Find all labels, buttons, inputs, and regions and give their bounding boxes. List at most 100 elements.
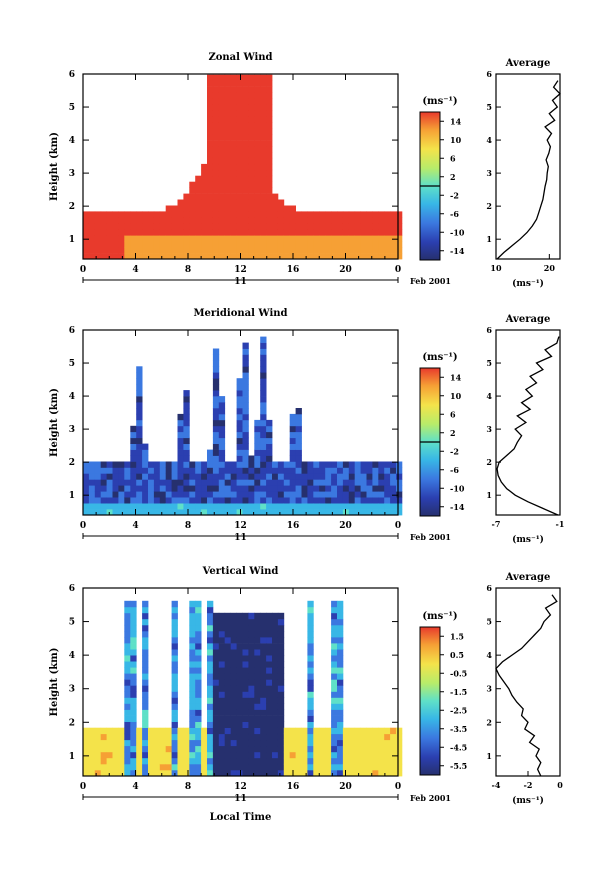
heatmap-cell [260, 685, 267, 692]
heatmap-cell [242, 152, 249, 159]
heatmap-cell [236, 157, 243, 165]
heatmap-cell [171, 703, 178, 710]
heatmap-cell [272, 745, 279, 753]
heatmap-cell [195, 691, 202, 698]
heatmap-cell [218, 643, 226, 650]
heatmap-cell [218, 223, 226, 230]
heatmap-cell [301, 473, 308, 480]
heatmap-cell [230, 618, 237, 626]
heatmap-cell [94, 211, 102, 218]
heatmap-cell [295, 425, 302, 433]
heatmap-cell [266, 631, 273, 638]
heatmap-cell [307, 667, 314, 674]
heatmap-cell [212, 247, 220, 254]
heatmap-cell [148, 770, 155, 777]
heatmap-cell [313, 235, 320, 242]
heatmap-cell [171, 461, 178, 468]
heatmap-cell [277, 655, 285, 662]
heatmap-cell [201, 241, 208, 248]
y-tick-label: 5 [69, 359, 75, 369]
heatmap-cell [396, 223, 403, 230]
y-tick-label: 2 [69, 458, 75, 468]
heatmap-cell [136, 473, 143, 480]
heatmap-cell [218, 473, 226, 480]
heatmap-cell [366, 229, 373, 236]
heatmap-cell [372, 467, 379, 474]
heatmap-cell [337, 631, 344, 638]
heatmap-cell [313, 461, 320, 468]
heatmap-cell [277, 509, 285, 516]
heatmap-cell [337, 235, 344, 242]
heatmap-cell [177, 491, 184, 498]
heatmap-cell [319, 211, 326, 218]
heatmap-cell [236, 205, 243, 212]
heatmap-cell [218, 467, 226, 474]
heatmap-cell [207, 631, 214, 638]
heatmap-cell [331, 509, 338, 516]
heatmap-cell [136, 396, 143, 403]
heatmap-cell [248, 247, 255, 254]
heatmap-cell [136, 455, 143, 462]
heatmap-cell [266, 751, 273, 759]
heatmap-cell [307, 649, 314, 656]
heatmap-cell [218, 437, 226, 444]
heatmap-cell [94, 217, 102, 224]
heatmap-cell [242, 235, 249, 242]
heatmap-cell [153, 479, 161, 486]
heatmap-cell [183, 739, 190, 747]
heatmap-cell [130, 685, 137, 692]
heatmap-cell [136, 485, 143, 492]
heatmap-cell [260, 449, 267, 456]
heatmap-cells [83, 600, 403, 777]
heatmap-cell [325, 733, 332, 741]
heatmap-cell [360, 497, 367, 504]
heatmap-cell [100, 479, 107, 486]
heatmap-cell [94, 479, 102, 486]
x-axis-label: Local Time [210, 812, 272, 823]
heatmap-cell [342, 770, 350, 777]
heatmap-cell [277, 467, 285, 474]
heatmap-cell [354, 253, 361, 260]
heatmap-cell [88, 211, 96, 218]
heatmap-cell [195, 600, 202, 608]
heatmap-cell [124, 667, 131, 674]
heatmap-cell [230, 122, 237, 129]
heatmap-cell [337, 770, 344, 777]
heatmap-cell [325, 770, 332, 777]
heatmap-cell [201, 497, 208, 504]
heatmap-cell [153, 235, 161, 242]
heatmap-cell [372, 733, 379, 741]
colorbar-tick-label: 6 [450, 409, 456, 419]
heatmap-cell [260, 509, 267, 516]
heatmap-cell [319, 241, 326, 248]
y-tick-label: 1 [69, 752, 75, 762]
heatmap-cell [207, 679, 214, 686]
heatmap-cell [207, 122, 214, 129]
heatmap-cell [242, 211, 249, 218]
heatmap-cell [236, 443, 243, 450]
heatmap-cell [272, 703, 279, 710]
heatmap-cell [218, 86, 226, 93]
heatmap-cell [313, 485, 320, 492]
heatmap-cell [230, 146, 237, 153]
heatmap-cell [254, 485, 261, 492]
heatmap-cell [384, 247, 391, 254]
heatmap-cell [112, 467, 119, 474]
heatmap-cell [325, 217, 332, 224]
heatmap-cell [88, 479, 96, 486]
heatmap-cell [337, 673, 344, 680]
heatmap-cell [201, 770, 208, 777]
heatmap-cell [136, 509, 143, 516]
heatmap-cell [277, 247, 285, 254]
heatmap-cell [218, 661, 226, 668]
heatmap-cell [83, 503, 90, 510]
heatmap-cell [88, 503, 96, 510]
heatmap-cell [390, 247, 397, 254]
heatmap-cell [218, 455, 226, 462]
heatmap-cell [254, 175, 261, 182]
heatmap-cell [242, 396, 249, 403]
panel-title: Meridional Wind [193, 308, 287, 319]
heatmap-cell [201, 733, 208, 741]
heatmap-cell [189, 709, 196, 716]
